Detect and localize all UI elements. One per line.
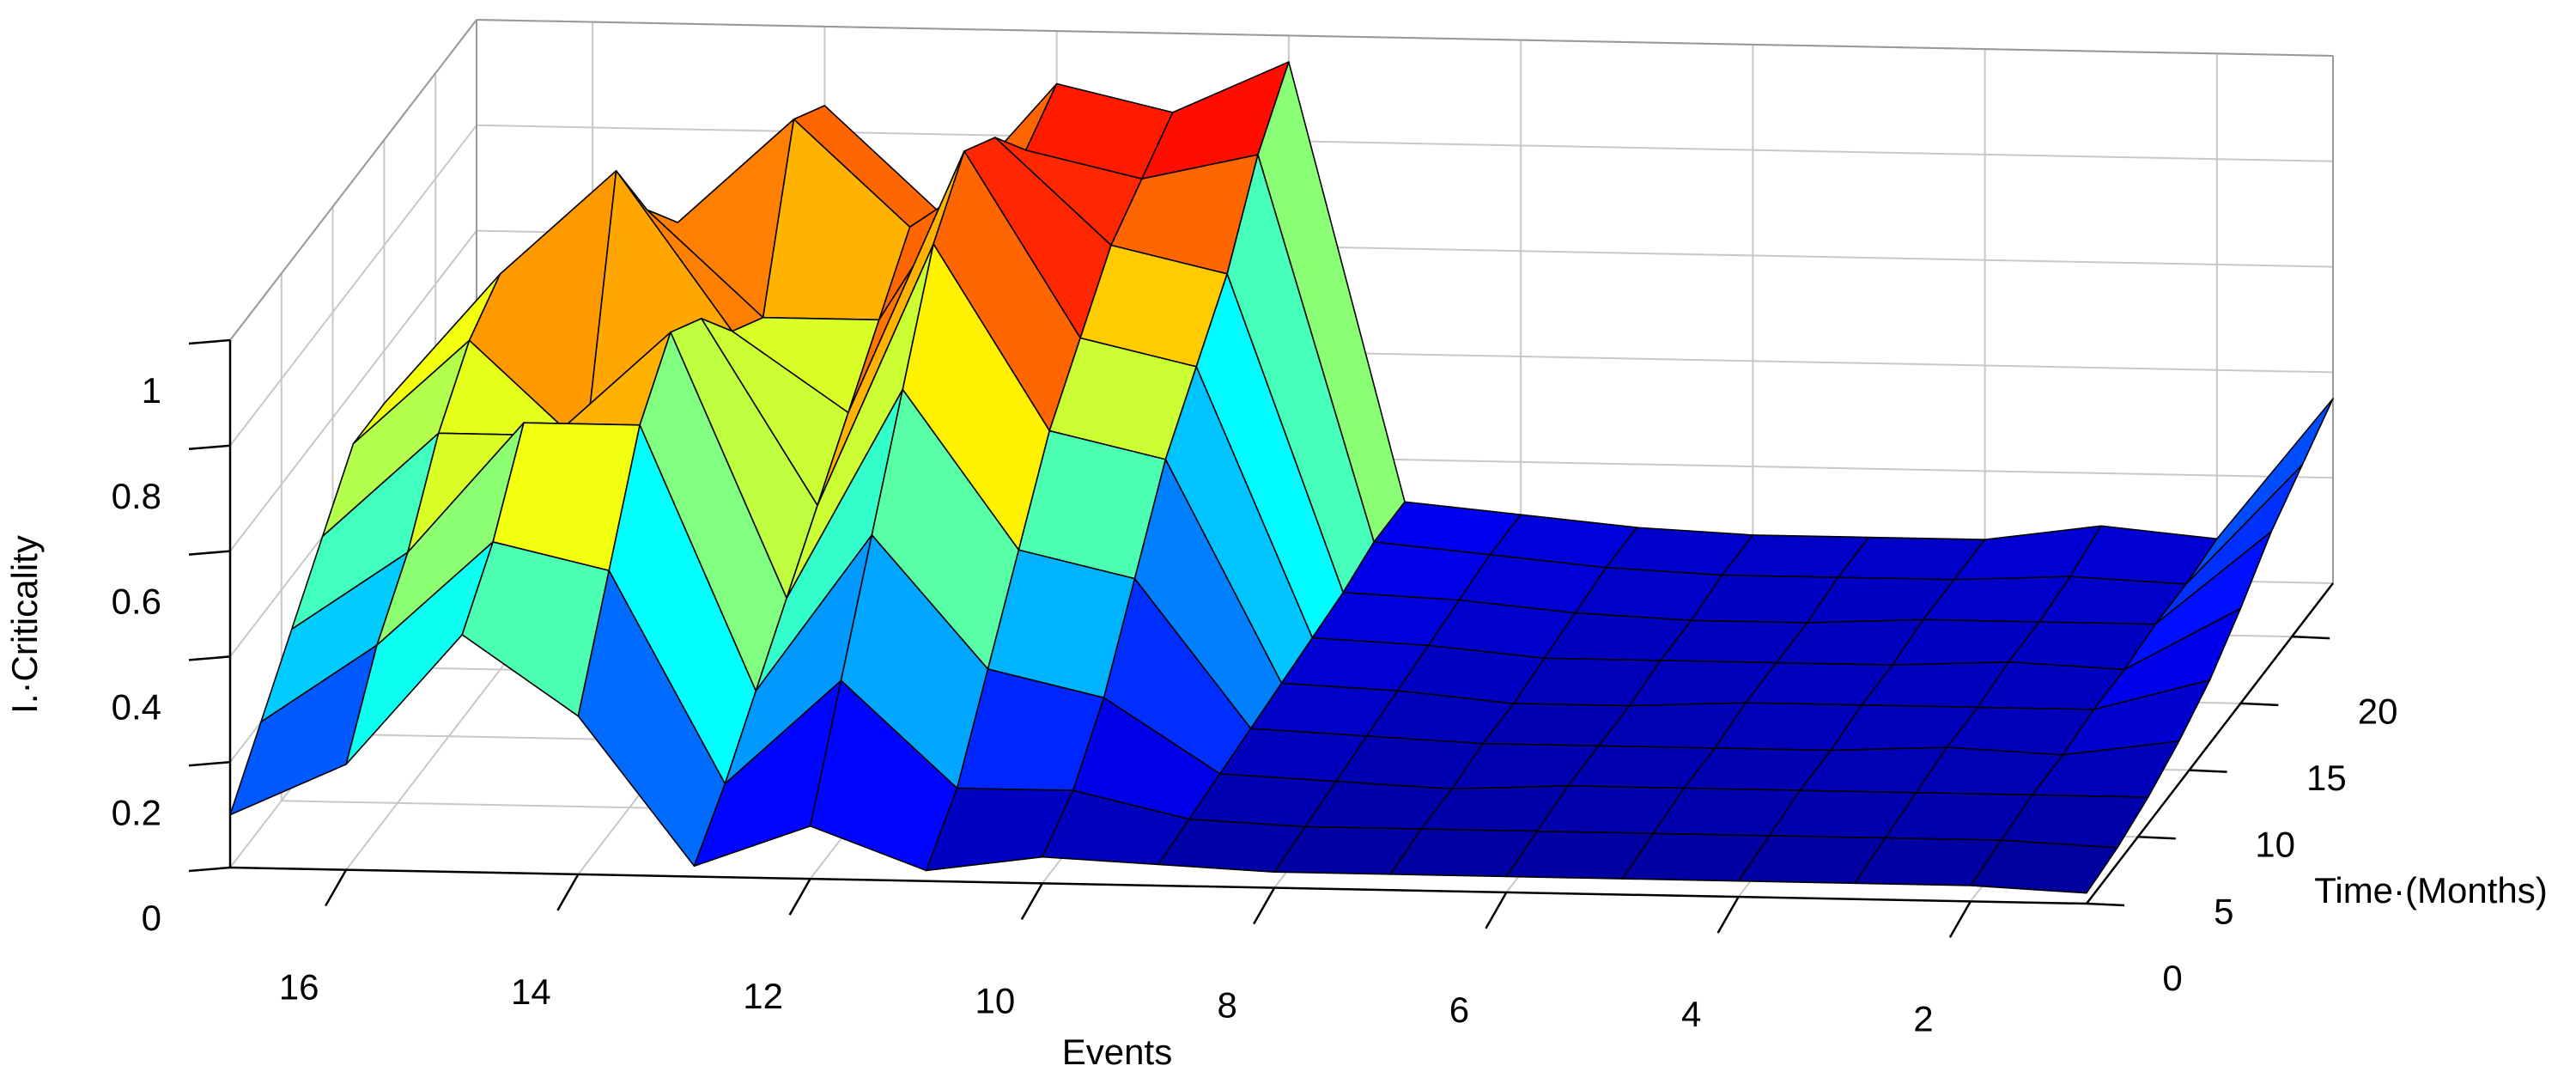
z-tick	[188, 760, 231, 767]
box-edge	[476, 19, 2334, 57]
x-tick	[325, 869, 348, 907]
y-axis-label: Time·(Months)	[2314, 870, 2547, 910]
z-tick-label: 0.4	[112, 686, 161, 727]
z-tick-label: 0	[142, 898, 161, 938]
x-tick	[556, 874, 580, 911]
x-axis-label: Events	[1062, 1032, 1172, 1072]
y-tick	[2189, 769, 2227, 773]
z-tick	[188, 550, 231, 556]
y-tick-label: 5	[2214, 891, 2233, 931]
x-tick	[1020, 882, 1043, 920]
surface-layer	[229, 61, 2334, 894]
axis-line	[229, 866, 2087, 905]
y-tick	[2137, 836, 2176, 840]
x-tick	[1253, 887, 1276, 925]
y-tick-label: 20	[2358, 691, 2398, 731]
z-tick	[188, 444, 231, 451]
z-tick	[188, 338, 231, 345]
z-tick	[188, 655, 231, 661]
z-tick-label: 1	[142, 370, 161, 411]
x-tick-label: 8	[1217, 985, 1236, 1026]
x-tick-label: 4	[1681, 994, 1701, 1034]
x-tick-label: 2	[1913, 998, 1933, 1038]
y-tick-label: 0	[2162, 958, 2182, 998]
y-tick-label: 10	[2255, 825, 2295, 865]
x-tick-label: 14	[511, 971, 551, 1012]
x-tick-label: 6	[1449, 990, 1469, 1030]
z-axis-label: I.·Criticality	[4, 535, 45, 714]
surface-patch	[1970, 839, 2118, 894]
y-tick	[2086, 902, 2125, 907]
x-tick	[788, 878, 811, 916]
box-edge	[229, 19, 477, 341]
x-tick-label: 12	[743, 976, 783, 1016]
x-tick	[1485, 892, 1508, 929]
y-tick-label: 15	[2306, 758, 2347, 798]
x-tick-label: 16	[279, 967, 319, 1008]
y-tick	[2292, 635, 2330, 640]
x-tick	[1716, 896, 1740, 934]
y-tick	[2240, 702, 2279, 707]
z-tick-label: 0.2	[112, 792, 161, 832]
z-tick-label: 0.8	[112, 476, 161, 516]
z-tick-label: 0.6	[112, 582, 161, 622]
z-tick	[188, 866, 231, 873]
x-tick-label: 10	[975, 980, 1016, 1020]
x-tick	[1948, 900, 1971, 938]
